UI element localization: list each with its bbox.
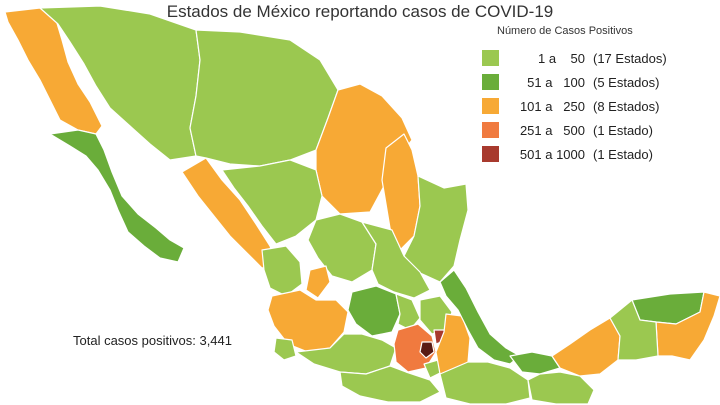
map-title: Estados de México reportando casos de CO…: [166, 2, 554, 21]
state-colima[interactable]: [273, 337, 297, 361]
legend-range: 101 a 250: [519, 98, 585, 114]
total-cases-value: 3,441: [199, 333, 233, 348]
total-cases: Total casos positivos: 3,441: [73, 333, 232, 348]
legend-item: 51 a 100 (5 Estados): [482, 70, 720, 94]
total-cases-label: Total casos positivos:: [73, 333, 196, 348]
legend-item: 251 a 500 (1 Estado): [482, 118, 720, 142]
state-guanajuato[interactable]: [347, 285, 401, 337]
state-chihuahua[interactable]: [189, 29, 339, 167]
legend-swatch: [482, 122, 499, 138]
state-nayarit[interactable]: [261, 245, 303, 297]
state-zacatecas[interactable]: [307, 213, 377, 283]
legend-count: (1 Estado): [593, 146, 653, 162]
state-chiapas[interactable]: [527, 371, 595, 405]
legend-count: (8 Estados): [593, 98, 660, 114]
legend-swatch: [482, 146, 499, 162]
legend-title: Número de Casos Positivos: [497, 25, 633, 37]
state-baja-california-sur[interactable]: [49, 129, 185, 263]
legend-range: 501 a 1000: [519, 146, 585, 162]
legend-range: 51 a 100: [527, 74, 585, 90]
state-cdmx[interactable]: [419, 341, 435, 359]
legend-count: (5 Estados): [593, 74, 660, 90]
legend-item: 1 a 50 (17 Estados): [482, 46, 720, 70]
legend-swatch: [482, 74, 499, 90]
state-sonora[interactable]: [39, 5, 201, 161]
state-san-luis-potosi[interactable]: [361, 221, 431, 299]
state-jalisco[interactable]: [267, 289, 349, 353]
legend-swatch: [482, 50, 499, 66]
legend-range: 1 a 50: [538, 50, 585, 66]
state-durango[interactable]: [221, 159, 323, 245]
legend-count: (17 Estados): [593, 50, 667, 66]
legend-range: 251 a 500: [519, 122, 585, 138]
legend-item: 501 a 1000 (1 Estado): [482, 142, 720, 166]
state-oaxaca[interactable]: [439, 361, 531, 405]
state-tamaulipas[interactable]: [403, 175, 469, 283]
state-coahuila[interactable]: [315, 83, 413, 215]
state-guerrero[interactable]: [339, 365, 441, 403]
legend-item: 101 a 250 (8 Estados): [482, 94, 720, 118]
legend-swatch: [482, 98, 499, 114]
legend: 1 a 50 (17 Estados) 51 a 100 (5 Estados)…: [482, 46, 720, 166]
state-quintana-roo[interactable]: [655, 291, 720, 361]
legend-count: (1 Estado): [593, 122, 653, 138]
state-campeche[interactable]: [551, 317, 621, 377]
state-aguascalientes[interactable]: [305, 265, 331, 299]
state-campeche-interior[interactable]: [609, 299, 659, 361]
